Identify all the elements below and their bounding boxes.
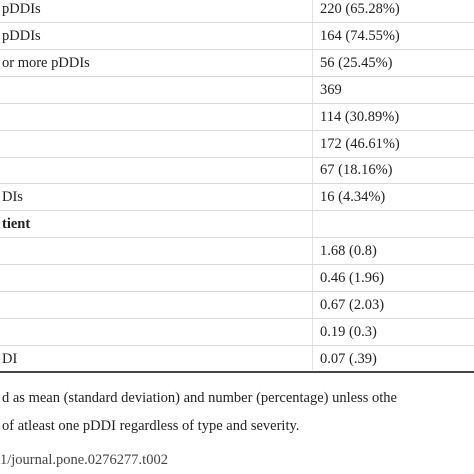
table-row: 67 (18.16%) (0, 157, 474, 185)
row-value: 0.46 (1.96) (320, 270, 385, 286)
row-value: 164 (74.55%) (320, 27, 400, 44)
footnote: d as mean (standard deviation) and numbe… (2, 390, 397, 406)
table-row: 0.67 (2.03) (0, 292, 474, 319)
row-value: 1.68 (0.8) (320, 243, 377, 260)
row-value: 172 (46.61%) (320, 135, 400, 152)
column-divider (312, 0, 313, 370)
row-label: pDDIs (2, 1, 41, 17)
table-row: DI 0.07 (.39) (0, 346, 474, 373)
row-label: DI (2, 350, 18, 367)
table-row: pDDIs 164 (74.55%) (0, 23, 474, 50)
table-row: 0.46 (1.96) (0, 265, 474, 292)
row-label: pDDIs (2, 27, 41, 44)
table-row: tient (0, 211, 474, 239)
table-row: 172 (46.61%) (0, 131, 474, 158)
row-value: 0.07 (.39) (320, 350, 377, 367)
table-row: DIs 16 (4.34%) (0, 184, 474, 212)
table-row: 0.19 (0.3) (0, 319, 474, 346)
section-header: tient (2, 216, 31, 233)
footnote: of atleast one pDDI regardless of type a… (2, 418, 300, 434)
row-value: 0.19 (0.3) (320, 323, 377, 340)
table-row: 369 (0, 77, 474, 104)
row-value: 220 (65.28%) (320, 1, 400, 17)
table-row: 1.68 (0.8) (0, 238, 474, 266)
row-label: DIs (2, 189, 23, 206)
table-row: pDDIs 220 (65.28%) (0, 0, 474, 23)
row-value: 369 (320, 81, 342, 98)
row-value: 114 (30.89%) (320, 108, 400, 125)
row-value: 0.67 (2.03) (320, 296, 385, 313)
doi: 1/journal.pone.0276277.t002 (0, 452, 168, 468)
row-value: 67 (18.16%) (320, 162, 393, 179)
row-label: or more pDDIs (2, 54, 90, 71)
table-row: or more pDDIs 56 (25.45%) (0, 50, 474, 77)
row-value: 16 (4.34%) (320, 189, 386, 206)
row-value: 56 (25.45%) (320, 54, 393, 71)
table-row: 114 (30.89%) (0, 104, 474, 131)
